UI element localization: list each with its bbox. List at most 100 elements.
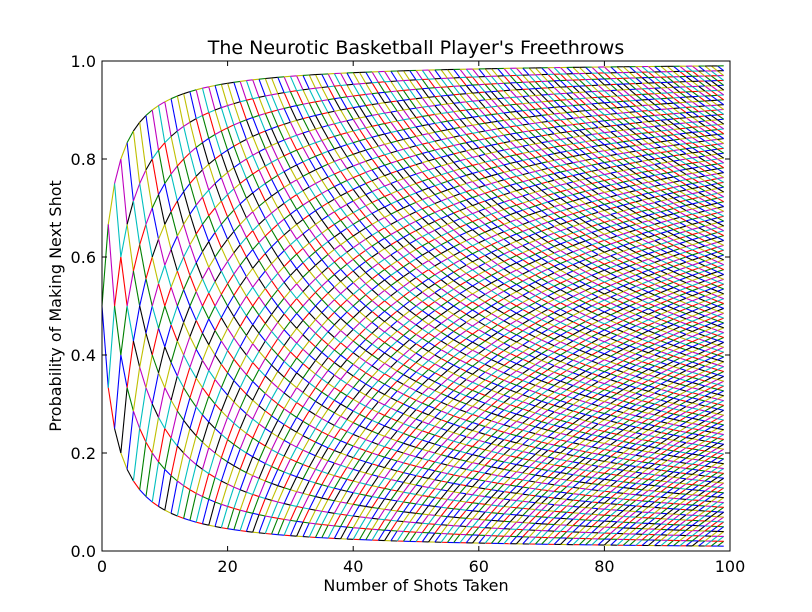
series-line-segment bbox=[202, 163, 210, 171]
series-line-segment bbox=[327, 337, 335, 346]
series-line-segment bbox=[252, 78, 260, 81]
series-line-segment bbox=[283, 439, 291, 445]
series-line-segment bbox=[289, 327, 298, 337]
series-line-segment bbox=[378, 518, 385, 521]
series-line-segment bbox=[164, 362, 172, 388]
series-line-segment bbox=[151, 354, 160, 374]
series-line-segment bbox=[245, 494, 254, 512]
series-line-segment bbox=[264, 130, 273, 146]
series-line-segment bbox=[221, 480, 228, 485]
series-line-segment bbox=[101, 224, 109, 307]
series-line-segment bbox=[239, 407, 247, 415]
series-line-segment bbox=[271, 436, 279, 450]
series-line-segment bbox=[277, 436, 285, 441]
series-line-segment bbox=[107, 183, 116, 225]
series-line-segment bbox=[290, 366, 298, 374]
series-line-segment bbox=[145, 333, 153, 356]
series-line-segment bbox=[334, 268, 341, 276]
series-line-segment bbox=[334, 525, 341, 528]
series-line-segment bbox=[327, 498, 335, 502]
series-line-segment bbox=[214, 85, 222, 108]
series-line-segment bbox=[208, 370, 216, 380]
series-line-segment bbox=[271, 297, 279, 307]
series-line-segment bbox=[302, 291, 310, 300]
series-line-segment bbox=[296, 392, 304, 403]
series-line-segment bbox=[271, 518, 279, 535]
series-line-segment bbox=[164, 509, 172, 514]
series-line-segment bbox=[321, 150, 329, 155]
series-line-segment bbox=[321, 484, 329, 488]
series-line-segment bbox=[139, 244, 147, 279]
series-line-segment bbox=[258, 200, 266, 207]
series-line-segment bbox=[296, 387, 304, 393]
series-line-segment bbox=[139, 115, 147, 123]
series-line-segment bbox=[258, 477, 266, 482]
series-line-segment bbox=[239, 393, 247, 409]
series-line-segment bbox=[271, 415, 279, 421]
series-line-segment bbox=[271, 256, 279, 265]
series-line-segment bbox=[252, 242, 260, 250]
series-line-segment bbox=[296, 491, 304, 494]
series-line-segment bbox=[478, 518, 486, 521]
series-line-segment bbox=[296, 89, 304, 92]
series-line-segment bbox=[283, 123, 291, 138]
series-line-segment bbox=[195, 360, 203, 379]
series-line-segment bbox=[321, 395, 329, 406]
series-line-segment bbox=[403, 89, 410, 91]
series-line-segment bbox=[145, 158, 153, 171]
series-line-segment bbox=[202, 387, 210, 397]
series-line-segment bbox=[170, 165, 178, 175]
series-line-segment bbox=[170, 324, 178, 342]
series-line-segment bbox=[252, 460, 260, 476]
series-line-segment bbox=[334, 412, 341, 417]
series-line-segment bbox=[126, 305, 134, 342]
series-line-segment bbox=[258, 112, 266, 116]
series-line-segment bbox=[208, 163, 216, 184]
series-line-segment bbox=[277, 424, 285, 437]
series-line-segment bbox=[302, 396, 310, 408]
series-line-segment bbox=[277, 93, 285, 109]
series-line-segment bbox=[183, 275, 191, 290]
series-line-segment bbox=[283, 504, 291, 520]
series-line-segment bbox=[308, 382, 316, 389]
series-line-segment bbox=[258, 242, 266, 254]
series-line-segment bbox=[170, 340, 178, 363]
series-line-segment bbox=[189, 233, 197, 246]
series-line-segment bbox=[264, 246, 272, 254]
series-line-segment bbox=[290, 336, 298, 344]
series-line-segment bbox=[233, 203, 241, 211]
series-line-segment bbox=[239, 122, 247, 140]
series-line-segment bbox=[271, 354, 279, 366]
series-line-segment bbox=[283, 520, 291, 536]
series-line-segment bbox=[264, 305, 273, 315]
series-line-segment bbox=[220, 171, 228, 179]
series-line-segment bbox=[327, 228, 335, 238]
series-line-segment bbox=[201, 169, 210, 191]
series-line-segment bbox=[459, 517, 467, 519]
series-line-segment bbox=[258, 340, 266, 352]
series-line-segment bbox=[340, 347, 348, 356]
series-line-segment bbox=[189, 336, 197, 350]
series-line-segment bbox=[308, 251, 316, 258]
series-line-segment bbox=[208, 473, 216, 478]
series-line-segment bbox=[327, 161, 335, 165]
series-line-segment bbox=[365, 517, 373, 519]
series-line-segment bbox=[126, 200, 134, 225]
series-line-segment bbox=[265, 480, 272, 484]
series-line-segment bbox=[290, 90, 297, 93]
series-line-segment bbox=[233, 124, 241, 143]
series-line-segment bbox=[334, 232, 341, 238]
series-line-segment bbox=[333, 452, 342, 464]
series-line-segment bbox=[189, 262, 197, 276]
series-line-segment bbox=[346, 83, 354, 86]
series-line-segment bbox=[315, 441, 323, 446]
series-line-segment bbox=[220, 194, 228, 202]
series-line-segment bbox=[302, 214, 310, 220]
series-line-segment bbox=[289, 313, 298, 322]
series-line-segment bbox=[189, 213, 197, 235]
series-line-segment bbox=[333, 379, 342, 389]
series-line-segment bbox=[321, 447, 329, 459]
series-line-segment bbox=[321, 457, 329, 462]
series-line-segment bbox=[409, 512, 417, 514]
series-line-segment bbox=[522, 102, 530, 105]
